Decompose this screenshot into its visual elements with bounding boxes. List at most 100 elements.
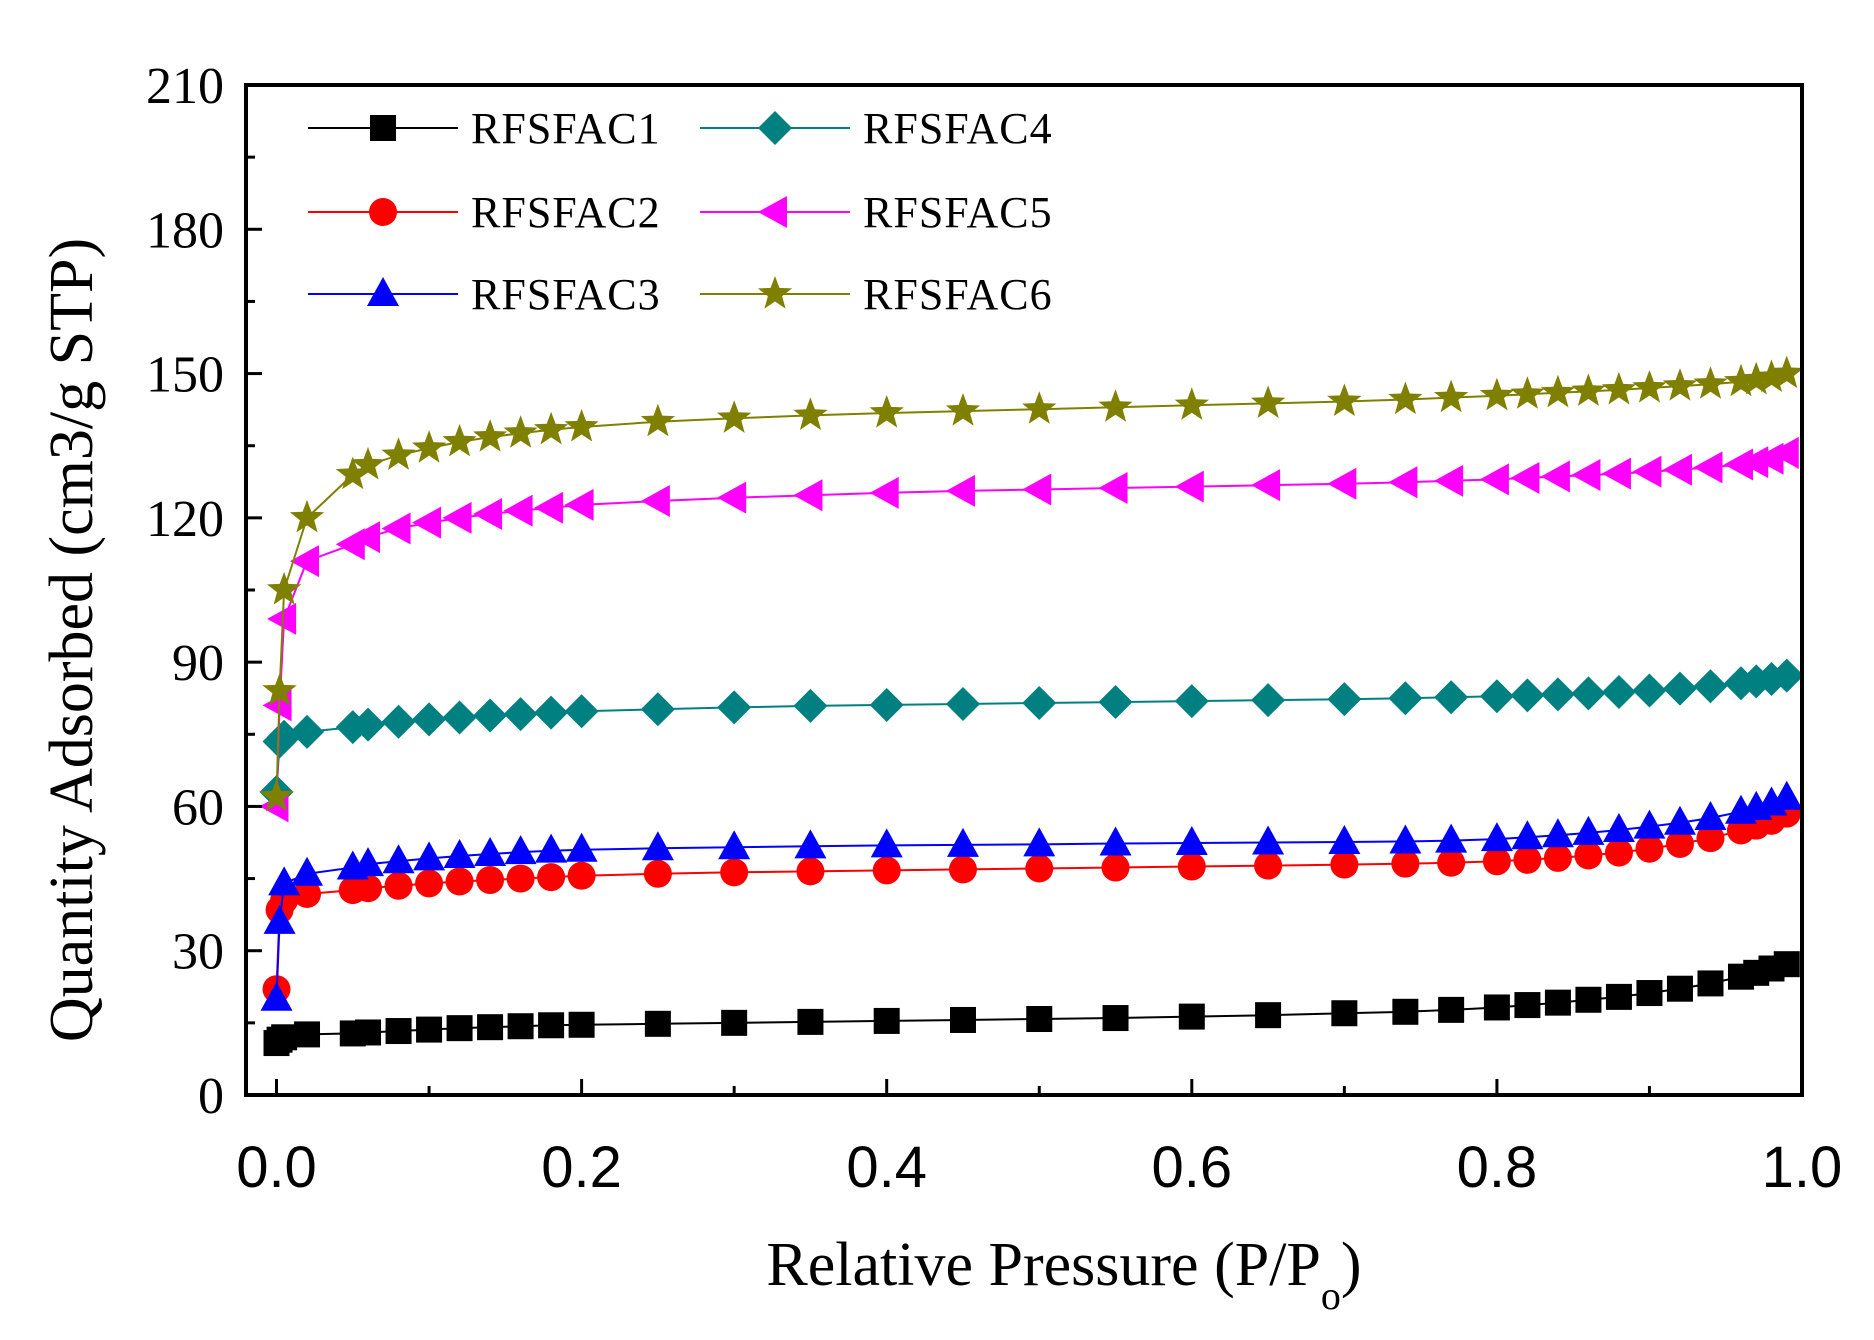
data-point [873,1007,900,1034]
data-point [643,859,672,888]
data-point [443,838,476,868]
data-point [446,1015,473,1042]
data-point [1662,368,1698,401]
data-point [1604,838,1633,867]
data-point [442,423,477,457]
data-point [385,1018,412,1045]
data-point [1254,851,1283,880]
data-point [1388,466,1418,499]
data-point [535,833,568,863]
data-point [1098,685,1133,720]
y-tick-label: 60 [172,779,224,836]
data-point [1479,377,1514,411]
data-point [717,690,752,725]
data-point [1174,470,1204,503]
data-point [1754,359,1789,392]
data-point [720,858,749,887]
data-point [1438,996,1465,1023]
data-point [411,430,447,463]
data-point [263,904,296,934]
data-point [1025,854,1054,883]
data-point [945,393,981,426]
data-point [1693,451,1723,484]
data-point [640,403,675,437]
data-point [503,494,533,527]
data-point [564,409,599,442]
legend-item: RFSFAC2 [308,188,660,237]
y-tick-label: 210 [146,58,224,115]
y-tick-label: 30 [172,924,224,981]
data-point [1739,446,1769,479]
data-point [1769,355,1804,389]
data-point [872,856,901,885]
legend-label: RFSFAC1 [471,104,661,153]
data-point [506,864,535,893]
legend-marker [758,111,792,145]
data-point [793,397,828,430]
y-axis-title: Quantity Adsorbed (cm3/g STP) [38,238,106,1042]
data-point [1665,829,1694,858]
data-point [1099,826,1132,856]
data-point [1101,853,1130,882]
data-point [1601,674,1636,709]
data-point [870,828,903,858]
data-point [294,1021,321,1048]
data-point [1697,970,1724,997]
data-point [565,832,598,862]
data-point [869,395,904,428]
data-point [534,695,569,730]
data-point [1514,992,1541,1019]
data-point [260,981,293,1011]
data-point [1389,824,1422,854]
data-point [1662,671,1697,706]
series-layer [259,355,1804,1057]
data-point [1437,848,1466,877]
data-point [412,506,442,539]
data-point [640,485,670,518]
data-point [1540,460,1570,493]
x-tick-label: 1.0 [1762,1135,1843,1200]
data-point [1632,370,1667,403]
data-point [355,1019,382,1046]
data-point [1435,823,1468,853]
data-point [1252,825,1285,855]
data-point [1327,383,1362,416]
data-point [1601,371,1637,405]
data-point [1770,780,1803,810]
data-point [1023,827,1056,857]
legend-item: RFSFAC6 [700,270,1052,319]
data-point [644,1010,671,1037]
legend-item: RFSFAC3 [308,270,660,319]
data-point [445,867,474,896]
legend-label: RFSFAC4 [863,104,1053,153]
data-point [1571,459,1601,492]
data-point [949,1006,976,1033]
data-point [507,1013,534,1040]
data-point [945,474,975,507]
data-point [473,498,503,531]
data-point [1693,366,1728,399]
series-rfsfac6 [259,355,1804,812]
data-point [1632,673,1667,708]
data-point [537,863,566,892]
data-point [1696,824,1725,853]
data-point [534,411,569,445]
x-axis-title: Relative Pressure (P/Po) [766,1231,1361,1318]
data-point [1663,805,1696,835]
data-point [568,1011,595,1038]
data-point [351,707,386,742]
data-point [1482,847,1511,876]
data-point [534,491,564,524]
data-point [412,702,447,737]
data-point [1769,436,1799,469]
data-point [1098,389,1133,422]
data-point [1510,376,1545,409]
data-point [564,694,599,729]
legend-marker [370,115,396,141]
data-point [1543,843,1572,872]
data-point [1330,850,1359,879]
data-point [259,778,294,812]
data-point [793,688,828,723]
legend: RFSFAC1 RFSFAC2 RFSFAC3 RFSFAC4 RFSFAC5 RFSFA… [308,104,1053,319]
